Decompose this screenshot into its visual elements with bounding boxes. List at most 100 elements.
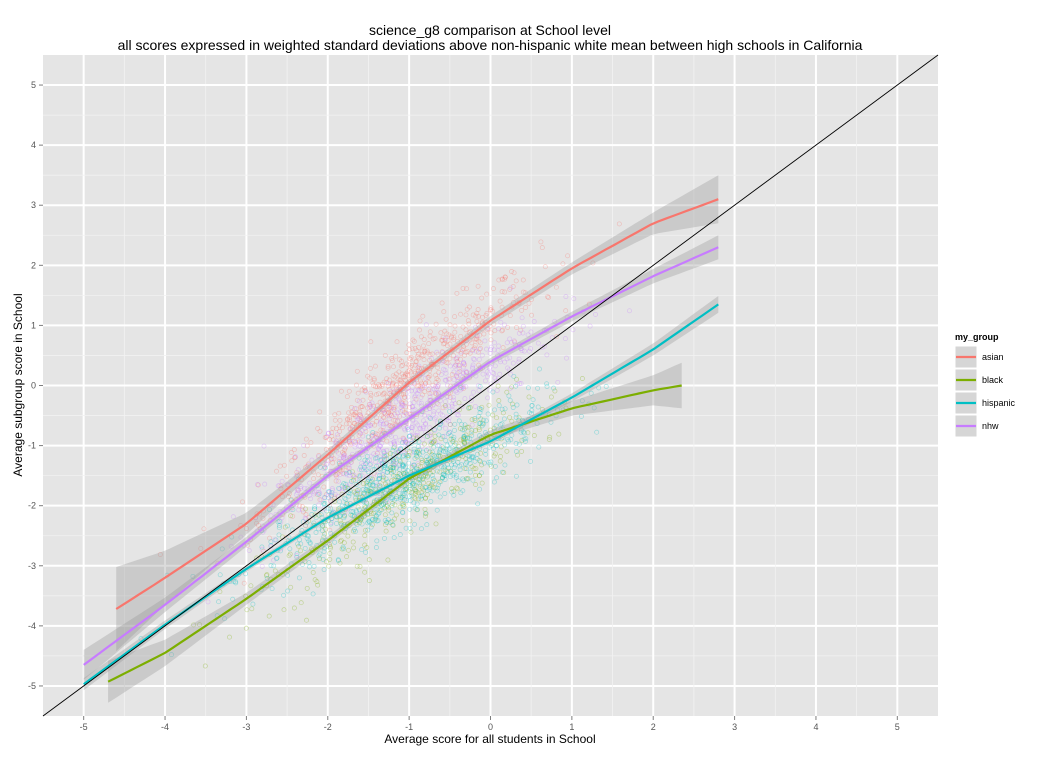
- point-asian: [477, 346, 483, 351]
- point-nhw: [322, 494, 328, 500]
- point-nhw: [329, 486, 335, 492]
- point-black: [428, 482, 434, 488]
- point-black: [357, 520, 363, 526]
- point-nhw: [453, 362, 459, 368]
- point-hispanic: [382, 498, 388, 504]
- point-nhw: [453, 388, 459, 394]
- point-asian: [397, 422, 403, 428]
- point-asian: [474, 336, 480, 342]
- point-hispanic: [449, 489, 455, 495]
- point-nhw: [432, 427, 438, 433]
- point-asian: [519, 307, 525, 313]
- point-black: [552, 388, 558, 394]
- point-hispanic: [385, 479, 391, 485]
- point-black: [491, 425, 497, 431]
- point-hispanic: [436, 453, 442, 459]
- point-nhw: [382, 411, 388, 417]
- point-asian: [350, 424, 355, 430]
- point-nhw: [255, 482, 260, 487]
- point-nhw: [454, 373, 460, 378]
- point-black: [408, 529, 414, 535]
- point-asian: [474, 333, 480, 339]
- point-hispanic: [374, 506, 380, 512]
- point-black: [409, 464, 415, 470]
- point-nhw: [337, 486, 343, 492]
- point-hispanic: [320, 556, 326, 562]
- point-asian: [359, 414, 365, 420]
- point-hispanic: [423, 461, 429, 467]
- point-hispanic: [398, 472, 404, 478]
- point-nhw: [496, 326, 502, 332]
- point-black: [463, 456, 469, 461]
- point-black: [266, 613, 272, 619]
- point-asian: [459, 347, 465, 353]
- point-hispanic: [307, 564, 313, 570]
- point-asian: [510, 284, 516, 289]
- point-hispanic: [476, 420, 482, 426]
- point-nhw: [306, 493, 312, 498]
- point-asian: [374, 403, 380, 409]
- point-nhw: [476, 357, 482, 362]
- point-hispanic: [407, 433, 413, 439]
- point-hispanic: [365, 527, 371, 533]
- point-hispanic: [374, 518, 380, 524]
- point-black: [327, 551, 333, 556]
- point-black: [351, 489, 357, 495]
- point-nhw: [412, 388, 418, 394]
- point-nhw: [332, 491, 338, 497]
- point-nhw: [445, 403, 451, 409]
- point-hispanic: [321, 549, 327, 554]
- point-nhw: [455, 412, 461, 418]
- point-hispanic: [422, 484, 428, 490]
- point-hispanic: [588, 390, 594, 396]
- point-nhw: [427, 398, 433, 403]
- point-asian: [412, 345, 418, 351]
- point-hispanic: [376, 475, 382, 481]
- point-asian: [354, 397, 360, 403]
- point-nhw: [357, 467, 362, 473]
- point-black: [327, 544, 333, 550]
- point-asian: [502, 274, 508, 280]
- point-black: [388, 467, 394, 473]
- point-asian: [449, 372, 455, 377]
- point-nhw: [393, 399, 399, 405]
- point-nhw: [379, 418, 384, 424]
- point-nhw: [341, 444, 347, 449]
- point-hispanic: [400, 503, 406, 509]
- point-nhw: [360, 444, 366, 450]
- point-hispanic: [594, 429, 600, 435]
- point-asian: [341, 451, 347, 457]
- point-hispanic: [389, 489, 395, 495]
- point-hispanic: [482, 430, 488, 436]
- point-nhw: [355, 416, 361, 422]
- point-nhw: [414, 432, 420, 438]
- point-black: [478, 416, 484, 422]
- point-nhw: [259, 546, 265, 552]
- point-asian: [384, 376, 390, 382]
- point-hispanic: [516, 441, 522, 447]
- point-nhw: [409, 463, 415, 469]
- point-nhw: [444, 393, 450, 399]
- point-black: [360, 481, 366, 487]
- point-asian: [443, 359, 449, 365]
- point-black: [335, 506, 341, 512]
- point-nhw: [360, 462, 366, 468]
- point-asian: [499, 328, 505, 334]
- point-asian: [454, 373, 460, 379]
- point-asian: [441, 358, 447, 364]
- point-asian: [366, 401, 372, 407]
- point-asian: [398, 363, 404, 369]
- point-nhw: [487, 365, 492, 371]
- point-asian: [362, 388, 368, 394]
- point-nhw: [484, 369, 490, 375]
- point-hispanic: [403, 470, 409, 475]
- point-hispanic: [439, 464, 444, 470]
- point-black: [424, 492, 430, 498]
- point-nhw: [422, 383, 428, 389]
- point-hispanic: [390, 495, 396, 501]
- point-nhw: [278, 519, 284, 525]
- point-asian: [433, 379, 439, 385]
- point-hispanic: [328, 493, 334, 499]
- point-asian: [507, 286, 513, 292]
- point-black: [382, 500, 388, 506]
